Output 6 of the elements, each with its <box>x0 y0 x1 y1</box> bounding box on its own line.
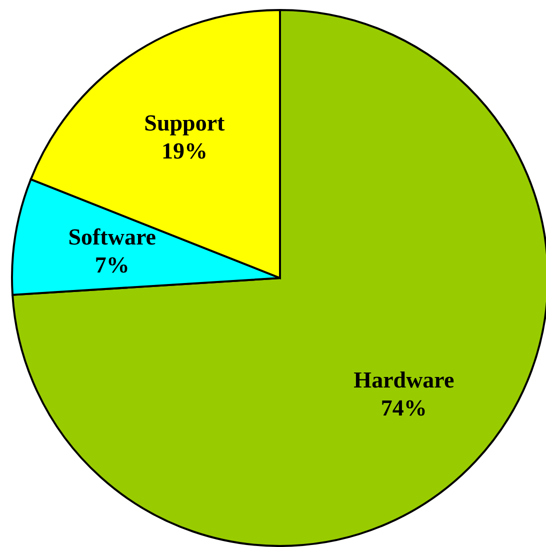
slice-label: Hardware <box>354 367 454 392</box>
slice-label: Support <box>144 110 226 136</box>
data-label: 7% <box>94 252 130 278</box>
slice-label: Software <box>68 224 156 250</box>
data-label: 19% <box>161 138 208 164</box>
data-label: 74% <box>380 395 427 420</box>
